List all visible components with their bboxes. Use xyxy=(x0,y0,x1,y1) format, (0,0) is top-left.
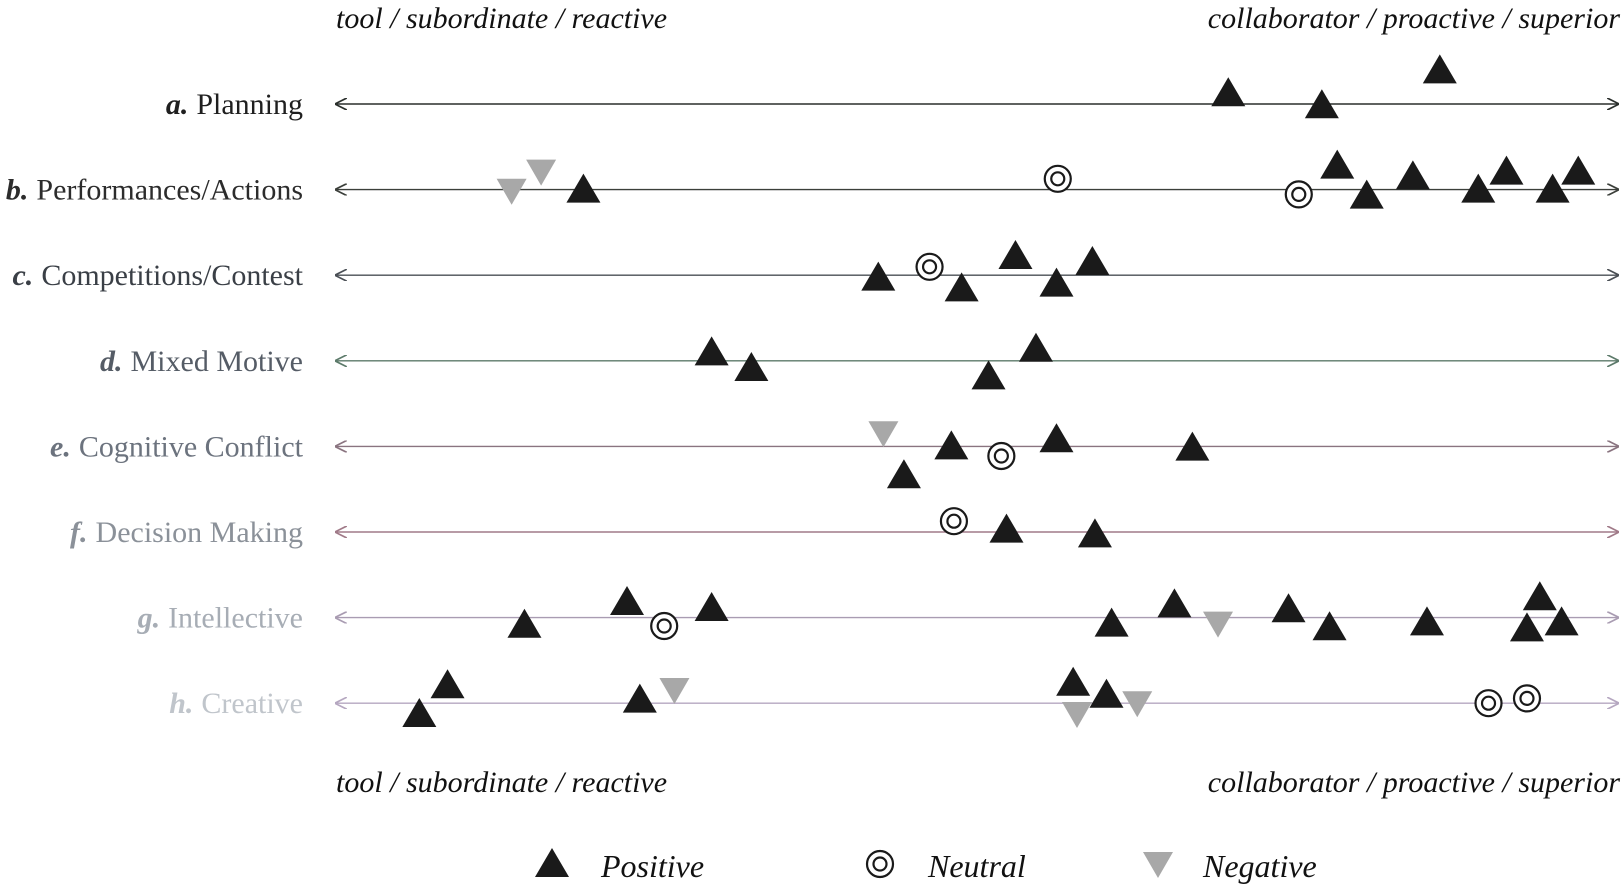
row-name-h: Creative xyxy=(201,687,303,720)
row-label-h: h. Creative xyxy=(169,687,303,720)
point-c-5-positive xyxy=(1039,267,1074,297)
legend-negative-marker xyxy=(1143,852,1173,878)
point-b-8-positive xyxy=(1395,160,1430,190)
point-a-3-positive xyxy=(1422,54,1457,84)
point-c-1-positive xyxy=(861,261,896,291)
point-c-6-positive xyxy=(1075,246,1110,275)
point-h-7-positive xyxy=(1089,678,1124,708)
row-name-b: Performances/Actions xyxy=(36,174,303,207)
point-f-3-positive xyxy=(1077,518,1112,548)
point-g-1-positive xyxy=(507,608,542,638)
row-label-b: b. Performances/Actions xyxy=(6,174,303,207)
row-label-c: c. Competitions/Contest xyxy=(12,259,303,292)
data-marks xyxy=(402,54,1596,728)
point-c-4-positive xyxy=(998,240,1033,269)
point-g-7-negative xyxy=(1203,611,1234,638)
row-letter-f: f. xyxy=(70,516,88,549)
point-g-11-positive xyxy=(1509,612,1544,642)
row-name-f: Decision Making xyxy=(96,516,303,549)
point-c-3-positive xyxy=(944,272,979,302)
point-g-8-positive xyxy=(1271,593,1306,623)
point-h-2-positive xyxy=(430,669,465,699)
point-g-3-neutral xyxy=(650,611,679,641)
point-b-2-negative xyxy=(526,159,557,186)
row-letter-b: b. xyxy=(6,174,29,207)
point-h-9-neutral xyxy=(1474,689,1503,718)
row-axes: a. Planning b. Performances/Actions c. Compet… xyxy=(6,88,1618,720)
point-h-4-negative xyxy=(659,678,690,704)
point-h-10-neutral xyxy=(1512,684,1542,713)
point-h-8-negative xyxy=(1122,691,1153,718)
point-b-1-negative xyxy=(496,178,527,205)
point-b-10-positive xyxy=(1489,155,1524,185)
point-d-4-positive xyxy=(1018,332,1053,362)
point-b-3-positive xyxy=(566,173,601,203)
row-name-e: Cognitive Conflict xyxy=(79,430,304,463)
point-e-2-positive xyxy=(886,459,921,489)
legend-positive-label: Positive xyxy=(600,848,704,884)
point-h-5-positive xyxy=(1056,666,1091,696)
point-h-1-positive xyxy=(402,698,437,727)
point-e-5-positive xyxy=(1039,423,1074,453)
point-d-1-positive xyxy=(694,336,729,366)
point-b-7-positive xyxy=(1349,179,1384,209)
point-b-4-neutral xyxy=(1043,164,1072,193)
point-e-3-positive xyxy=(934,430,969,460)
point-b-11-positive xyxy=(1535,173,1570,203)
row-letter-c: c. xyxy=(12,259,33,292)
row-letter-a: a. xyxy=(166,88,189,121)
point-d-3-positive xyxy=(971,360,1006,390)
point-g-13-positive xyxy=(1544,606,1579,636)
point-g-5-positive xyxy=(1094,607,1129,637)
point-f-2-positive xyxy=(989,513,1024,543)
point-g-6-positive xyxy=(1157,588,1192,618)
point-b-5-neutral xyxy=(1284,180,1313,209)
top-left-scale-label: tool / subordinate / reactive xyxy=(336,2,667,35)
row-label-a: a. Planning xyxy=(166,88,303,121)
point-b-12-positive xyxy=(1561,155,1596,185)
bottom-right-scale-label: collaborator / proactive / superior xyxy=(1208,766,1621,799)
row-name-g: Intellective xyxy=(168,602,303,635)
point-e-6-positive xyxy=(1175,431,1210,461)
bottom-left-scale-label: tool / subordinate / reactive xyxy=(336,766,667,799)
legend-neutral-marker xyxy=(865,849,895,879)
point-c-2-neutral xyxy=(915,252,944,281)
point-g-4-positive xyxy=(694,592,729,621)
row-name-d: Mixed Motive xyxy=(131,345,304,378)
legend-positive-marker xyxy=(535,848,569,877)
point-h-6-negative xyxy=(1061,702,1092,728)
point-b-6-positive xyxy=(1320,149,1355,179)
point-g-10-positive xyxy=(1409,606,1444,636)
row-letter-g: g. xyxy=(137,602,161,635)
point-e-4-neutral xyxy=(987,441,1016,471)
point-g-12-positive xyxy=(1522,581,1557,611)
top-right-scale-label: collaborator / proactive / superior xyxy=(1208,2,1621,35)
row-label-e: e. Cognitive Conflict xyxy=(50,430,304,463)
row-letter-e: e. xyxy=(50,430,71,463)
point-h-3-positive xyxy=(622,683,657,713)
row-label-g: g. Intellective xyxy=(137,602,303,635)
point-b-9-positive xyxy=(1461,173,1496,203)
point-e-1-negative xyxy=(868,421,899,448)
row-label-d: d. Mixed Motive xyxy=(100,345,303,378)
point-d-2-positive xyxy=(734,352,769,381)
row-letter-h: h. xyxy=(169,687,193,720)
row-label-f: f. Decision Making xyxy=(70,516,303,549)
legend: Positive Neutral Negative xyxy=(535,848,1317,884)
point-f-1-neutral xyxy=(939,507,969,536)
row-name-c: Competitions/Contest xyxy=(41,259,303,292)
point-g-2-positive xyxy=(610,586,645,615)
row-letter-d: d. xyxy=(100,345,123,378)
point-g-9-positive xyxy=(1312,611,1347,641)
legend-neutral-label: Neutral xyxy=(927,848,1026,884)
legend-negative-label: Negative xyxy=(1202,848,1317,884)
row-name-a: Planning xyxy=(196,88,303,121)
point-a-2-positive xyxy=(1304,89,1339,119)
point-a-1-positive xyxy=(1211,77,1246,107)
